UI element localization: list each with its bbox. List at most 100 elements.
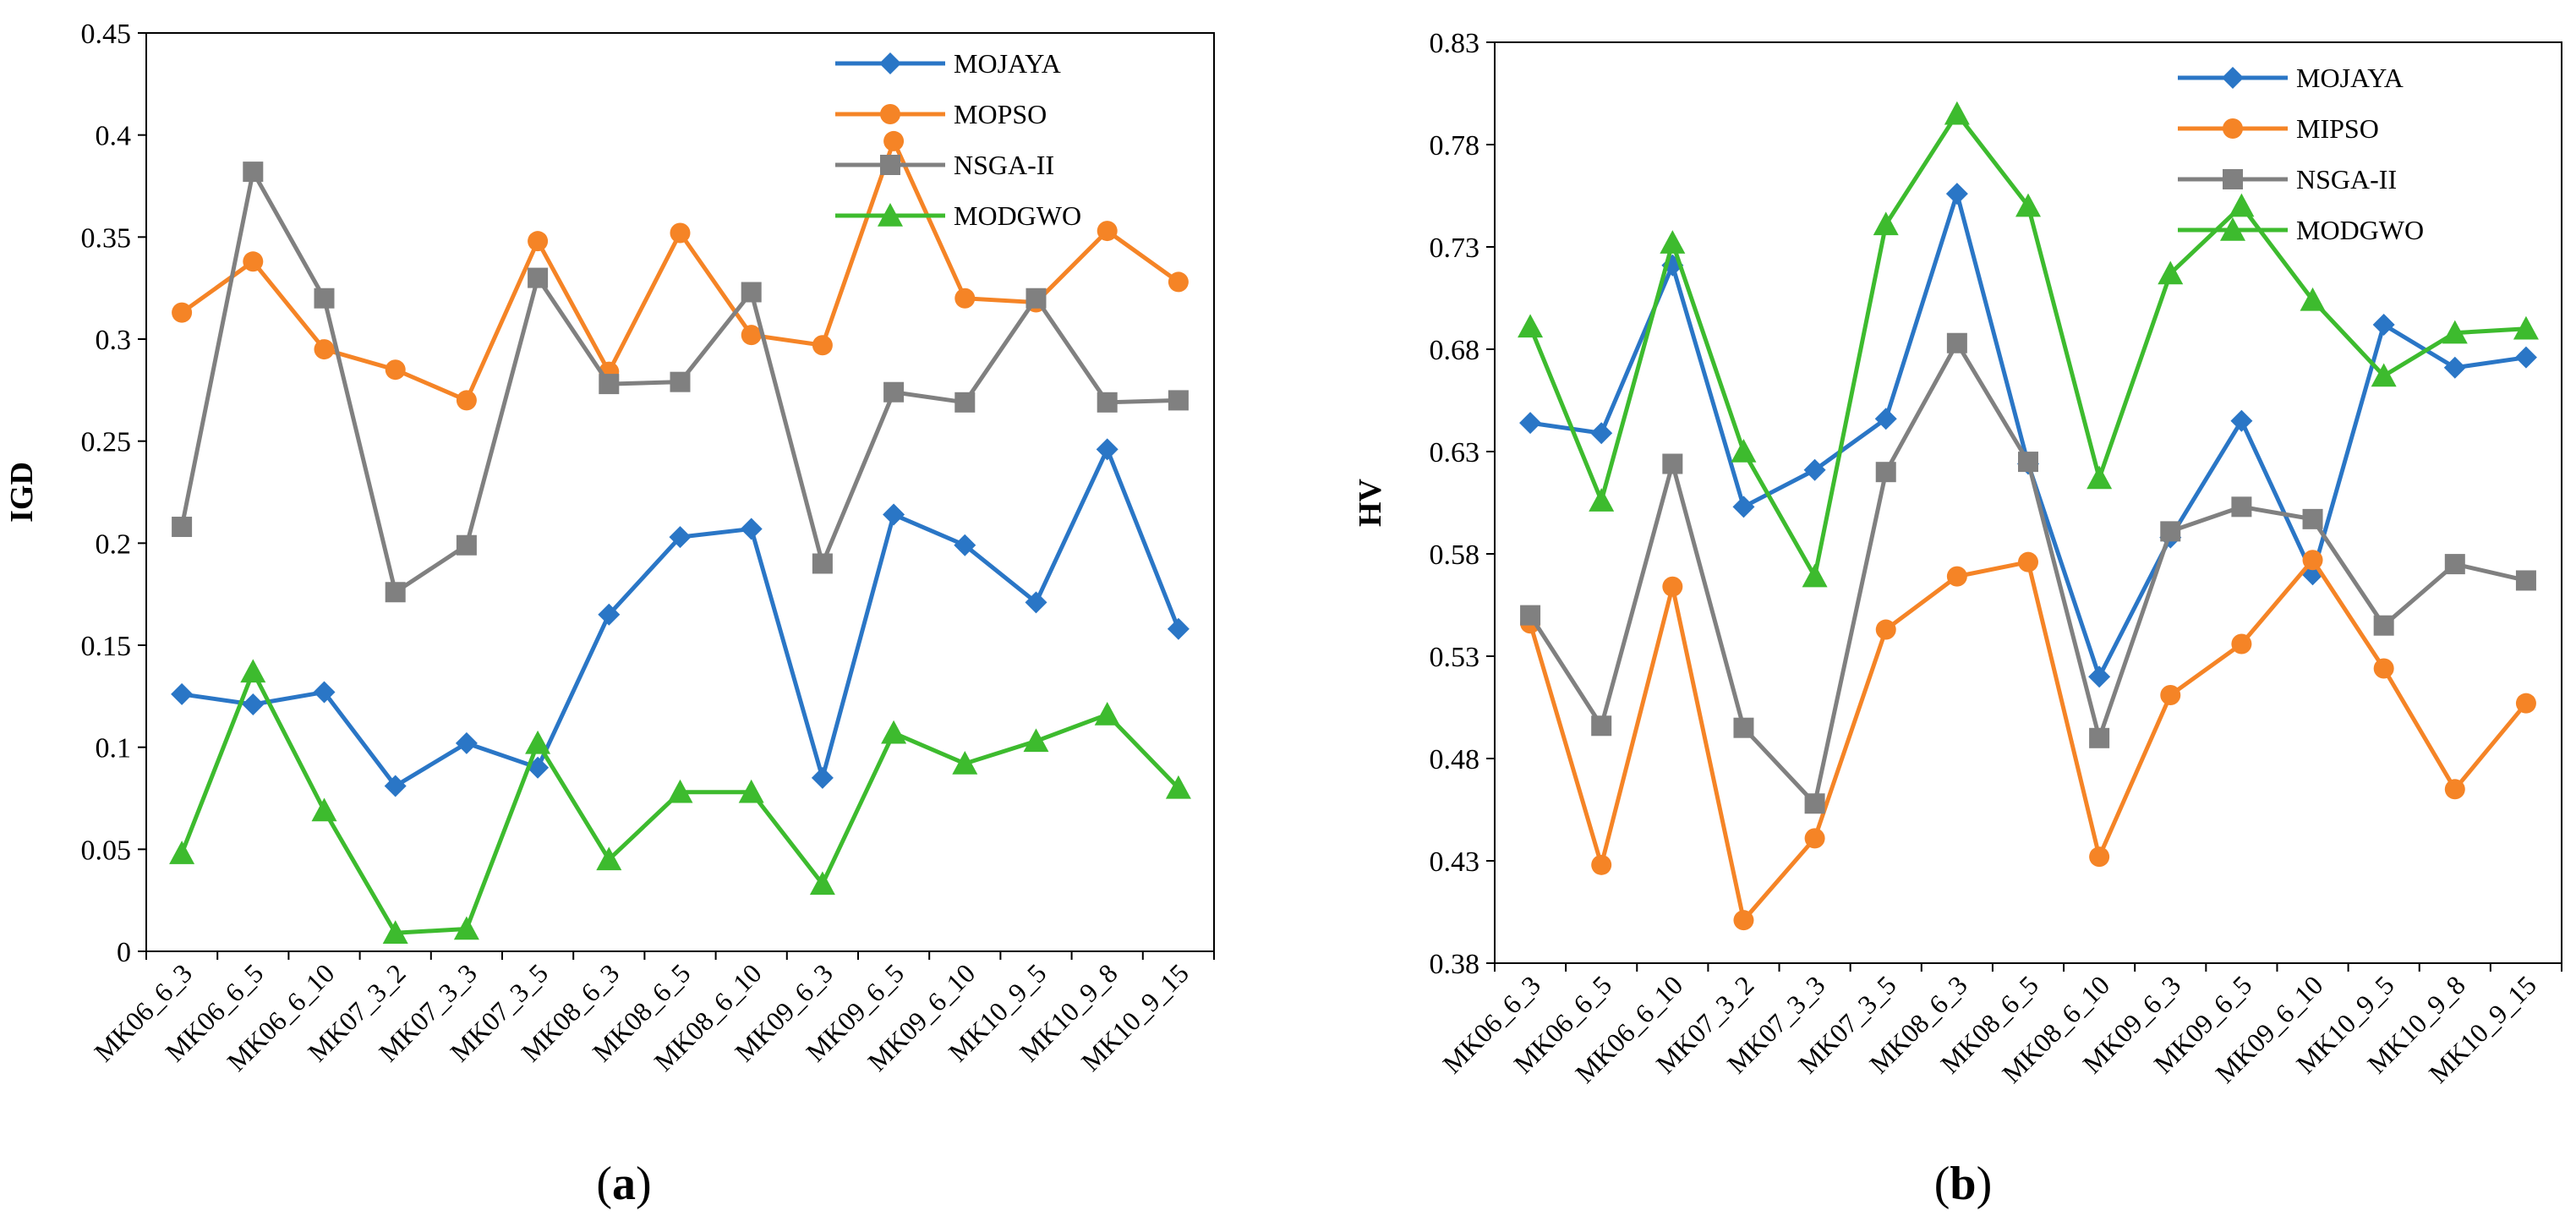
data-point-marker (172, 302, 193, 323)
y-tick-label: 0.38 (1430, 949, 1480, 980)
data-point-marker (1804, 828, 1825, 849)
panel-caption: (b) (1934, 1158, 1992, 1210)
series-mipso (1520, 550, 2536, 931)
data-point-marker (2372, 313, 2395, 336)
data-point-marker (2302, 550, 2323, 571)
data-point-marker (2089, 727, 2110, 748)
y-tick-label: 0.1 (96, 733, 132, 764)
data-point-marker (596, 846, 622, 871)
data-point-marker (1094, 702, 1120, 726)
legend-marker (2220, 217, 2245, 241)
data-point-marker (314, 339, 335, 360)
data-point-marker (883, 130, 905, 151)
data-point-marker (1025, 591, 1047, 614)
data-point-marker (169, 841, 195, 864)
series-modgwo (1518, 101, 2539, 588)
data-point-marker (2514, 346, 2537, 369)
caption-open: ( (596, 1158, 612, 1210)
legend-label: NSGA-II (954, 150, 1054, 180)
data-point-marker (598, 603, 621, 626)
data-point-marker (243, 251, 264, 272)
y-tick-label: 0 (117, 937, 131, 968)
legend-label: MIPSO (2296, 113, 2379, 144)
data-point-marker (2018, 452, 2038, 473)
y-tick-label: 0.35 (81, 222, 132, 254)
data-point-marker (2015, 193, 2041, 217)
data-point-marker (1025, 288, 1047, 309)
data-point-marker (2515, 570, 2536, 591)
data-point-marker (1946, 332, 1967, 353)
data-point-marker (1167, 617, 1190, 640)
data-point-marker (528, 231, 549, 252)
data-point-marker (1519, 412, 1542, 435)
data-point-marker (2442, 320, 2468, 344)
data-point-marker (1097, 221, 1118, 242)
y-axis-label: HV (1353, 478, 1388, 527)
y-tick-label: 0.4 (96, 121, 132, 152)
y-tick-label: 0.45 (81, 19, 132, 50)
caption-open: ( (1934, 1158, 1950, 1210)
y-tick-label: 0.68 (1430, 335, 1480, 366)
panel-caption: (a) (596, 1158, 651, 1210)
data-point-marker (1589, 488, 1615, 512)
data-point-marker (525, 730, 551, 754)
data-point-marker (1520, 605, 1541, 626)
legend-marker (879, 52, 901, 74)
caption-letter: a (612, 1158, 636, 1210)
y-tick-label: 0.15 (81, 631, 132, 662)
data-point-marker (385, 582, 406, 603)
data-point-marker (2160, 521, 2181, 542)
data-point-marker (1097, 392, 1118, 413)
data-point-marker (456, 390, 477, 411)
data-point-marker (740, 518, 763, 540)
data-point-marker (954, 288, 976, 309)
y-tick-label: 0.73 (1430, 233, 1480, 264)
series-line (1528, 341, 2527, 806)
series-modgwo (169, 659, 1191, 945)
data-point-marker (311, 797, 337, 822)
plot-area (145, 32, 1215, 952)
legend-label: MOJAYA (954, 48, 1061, 79)
y-tick-label: 0.58 (1430, 540, 1480, 571)
data-point-marker (1023, 728, 1049, 753)
data-point-marker (453, 916, 479, 940)
series-line (181, 446, 1181, 789)
series-mojaya (171, 438, 1190, 797)
data-point-marker (2018, 551, 2038, 572)
data-point-marker (2444, 779, 2465, 800)
legend-marker (880, 155, 900, 175)
data-point-marker (741, 325, 762, 346)
data-point-marker (2371, 363, 2397, 387)
data-point-marker (313, 681, 336, 704)
data-point-marker (1731, 439, 1757, 463)
data-point-marker (2373, 615, 2394, 636)
data-point-marker (1873, 211, 1899, 236)
data-point-marker (2231, 633, 2252, 655)
data-point-marker (1662, 576, 1683, 597)
data-point-marker (2443, 356, 2466, 379)
legend-label: MODGWO (2296, 215, 2424, 245)
data-point-marker (1096, 438, 1118, 461)
y-tick-label: 0.83 (1430, 28, 1480, 59)
data-point-marker (1165, 775, 1191, 799)
y-tick-label: 0.3 (96, 325, 132, 356)
data-point-marker (741, 282, 762, 303)
data-point-marker (809, 871, 835, 896)
data-point-marker (242, 693, 265, 715)
legend: MOJAYA MOPSO NSGA-II MODGWO (835, 48, 1081, 231)
data-point-marker (384, 775, 407, 797)
data-point-marker (2230, 409, 2253, 432)
caption-close: ) (1977, 1158, 1993, 1210)
data-point-marker (2088, 666, 2111, 688)
legend-label: NSGA-II (2296, 164, 2397, 194)
data-point-marker (1733, 910, 1754, 931)
legend: MOJAYA MIPSO NSGA-II MODGWO (2178, 63, 2424, 245)
data-point-marker (883, 381, 905, 403)
y-tick-label: 0.25 (81, 427, 132, 458)
y-tick-label: 0.2 (96, 529, 132, 560)
data-point-marker (738, 779, 764, 803)
legend-marker (878, 203, 903, 227)
data-point-marker (881, 720, 907, 744)
